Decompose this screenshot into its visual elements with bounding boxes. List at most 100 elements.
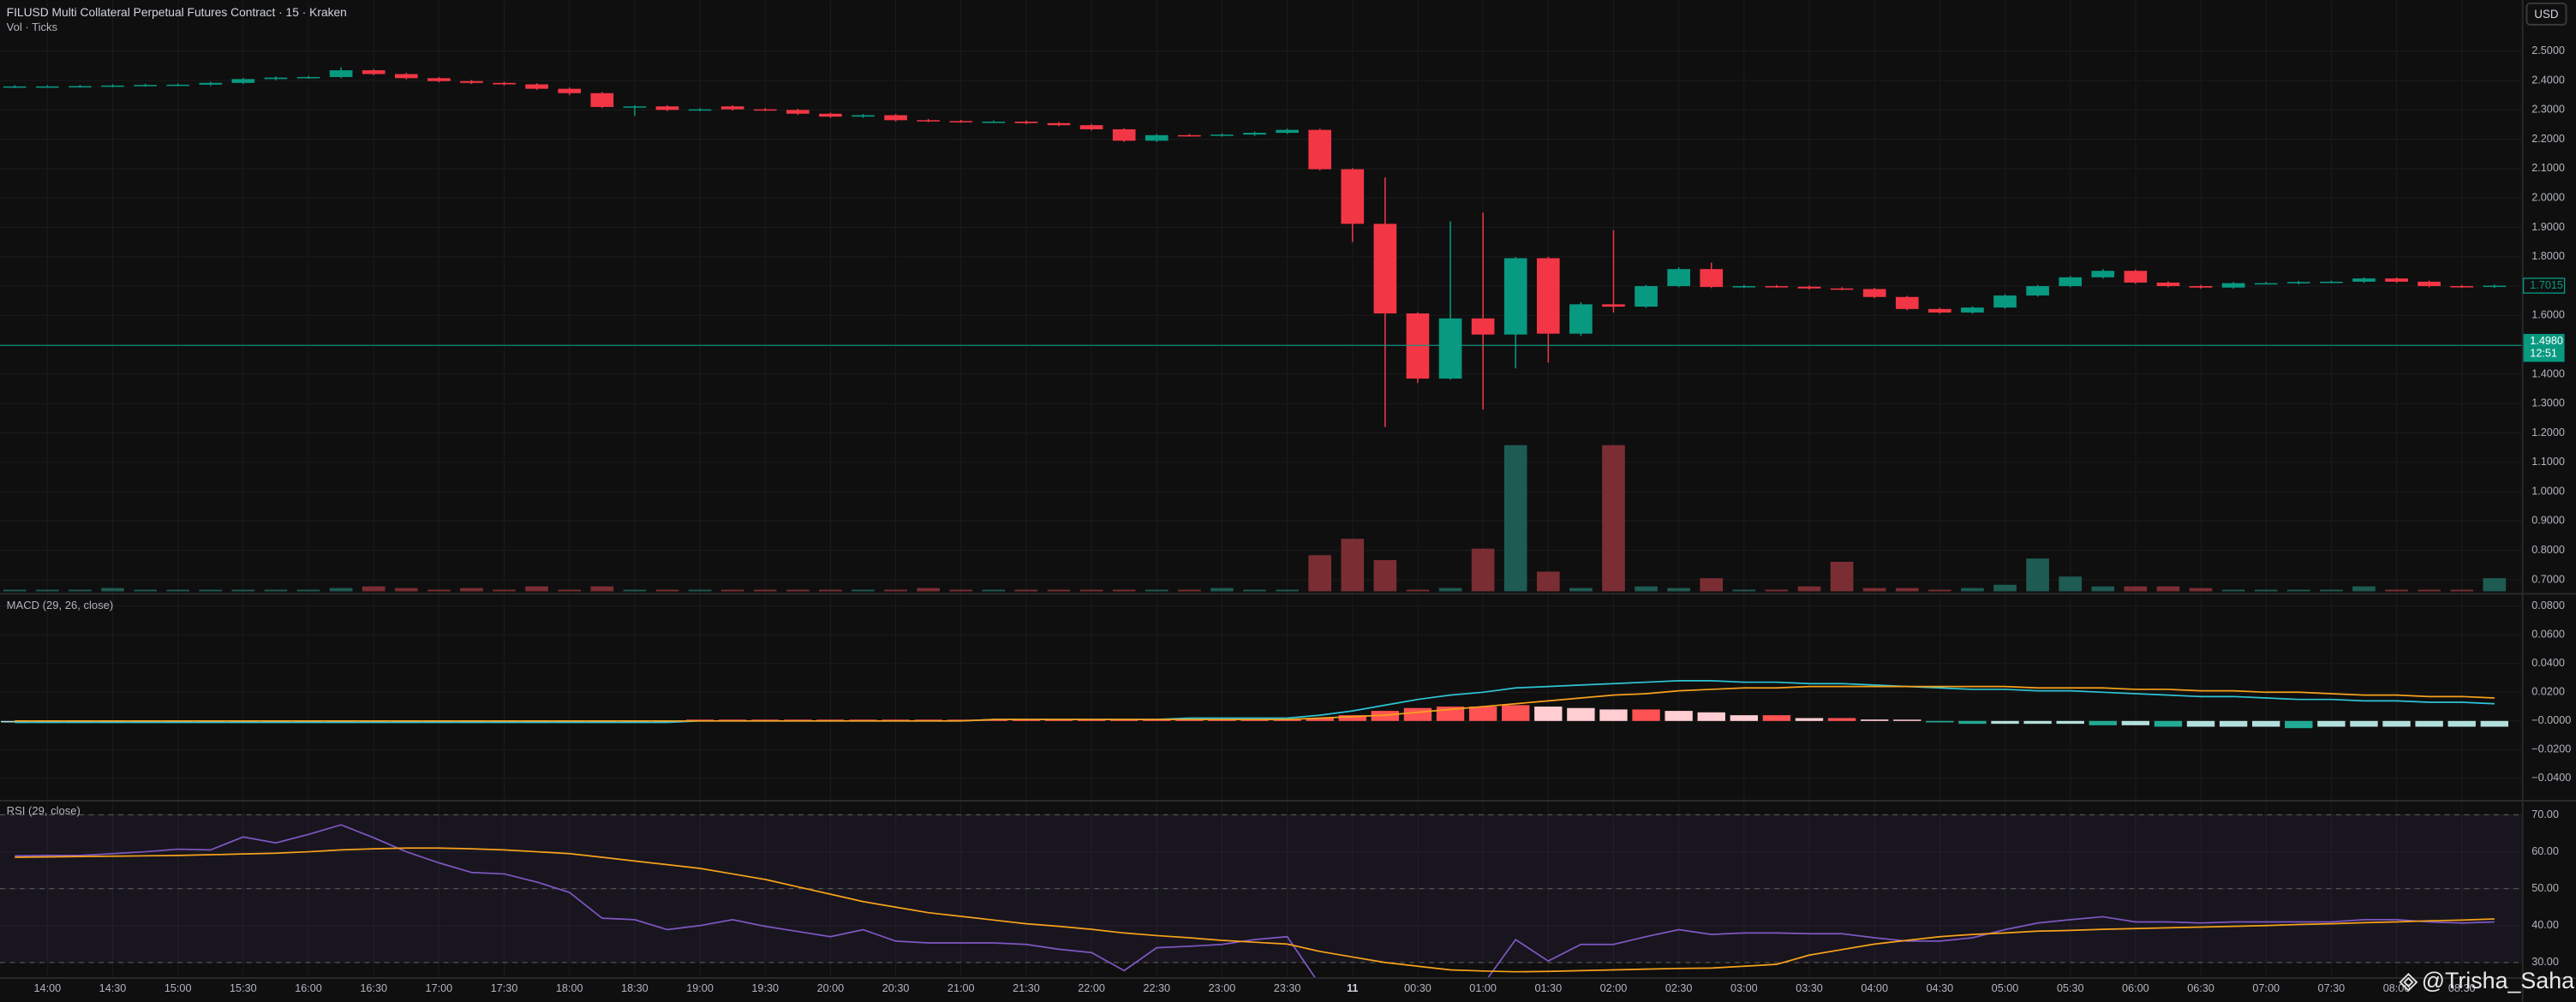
candle-body xyxy=(2091,271,2115,277)
candle-body xyxy=(1112,128,1136,141)
volume-bar xyxy=(1602,444,1625,592)
volume-bar xyxy=(1635,586,1658,592)
x-tick-label: 17:30 xyxy=(491,982,518,994)
candle-body xyxy=(1765,286,1789,288)
y-tick-label: 2.1000 xyxy=(2531,162,2565,174)
x-tick-label: 15:00 xyxy=(164,982,192,994)
x-tick-label: 03:00 xyxy=(1730,982,1758,994)
macd-histogram-bar xyxy=(1468,707,1497,721)
volume-bar xyxy=(2189,587,2213,592)
macd-histogram-bar xyxy=(1534,707,1563,721)
x-tick-label: 03:30 xyxy=(1796,982,1823,994)
x-tick-label: 01:30 xyxy=(1534,982,1562,994)
volume-bar xyxy=(231,589,255,592)
volume-bar xyxy=(2385,589,2408,592)
candle-body xyxy=(786,110,810,114)
candle-body xyxy=(1797,286,1821,289)
volume-bar xyxy=(852,589,875,592)
candle-body xyxy=(329,70,353,77)
volume-bar xyxy=(1079,589,1103,592)
candle-body xyxy=(1471,318,1495,335)
candle-body xyxy=(1732,286,1756,288)
volume-bar xyxy=(69,589,92,592)
y-tick-label: 0.9000 xyxy=(2531,515,2565,527)
candle-body xyxy=(1667,269,1690,287)
volume-bar xyxy=(1373,560,1397,592)
candle-body xyxy=(1536,258,1560,334)
candle-body xyxy=(1145,134,1168,141)
macd-histogram-bar xyxy=(1926,720,1954,723)
indicator-line xyxy=(15,680,2495,724)
volume-bar xyxy=(1569,587,1593,592)
y-tick-label: 0.0200 xyxy=(2531,686,2565,698)
y-tick-label: 2.2000 xyxy=(2531,133,2565,145)
candle-body xyxy=(1830,288,1854,290)
candle-body xyxy=(362,70,386,75)
volume-bar xyxy=(3,589,27,592)
y-tick-label: 60.00 xyxy=(2531,845,2559,857)
candle-body xyxy=(1210,134,1234,136)
candle-body xyxy=(917,120,941,122)
candle-body xyxy=(69,86,92,88)
y-tick-label: 0.8000 xyxy=(2531,544,2565,556)
candle-body xyxy=(623,106,647,108)
volume-bar xyxy=(1406,589,1430,592)
volume-bar xyxy=(590,586,614,592)
macd-histogram-bar xyxy=(2023,720,2052,725)
volume-bar xyxy=(1014,589,1038,592)
volume-bar xyxy=(2026,558,2049,592)
volume-bar xyxy=(264,589,288,592)
x-tick-label: 23:30 xyxy=(1274,982,1301,994)
indicator-line xyxy=(15,847,2495,973)
x-tick-label: 00:30 xyxy=(1404,982,1431,994)
volume-bar xyxy=(2450,589,2474,592)
indicator-line xyxy=(15,824,2495,978)
x-tick-label: 02:30 xyxy=(1665,982,1693,994)
macd-histogram-bar xyxy=(1860,719,1889,721)
candle-body xyxy=(688,109,712,111)
volume-bar xyxy=(2418,589,2441,592)
currency-button-frame[interactable] xyxy=(2525,2,2567,26)
volume-bar xyxy=(786,589,810,592)
currency-label[interactable]: USD xyxy=(2534,8,2559,21)
volume-bar xyxy=(2352,586,2376,592)
candle-body xyxy=(2418,281,2441,287)
y-tick-label: 1.3000 xyxy=(2531,397,2565,409)
x-tick-label: 17:00 xyxy=(426,982,453,994)
candle-body xyxy=(1178,134,1201,137)
macd-histogram-bar xyxy=(2089,720,2117,725)
candle-body xyxy=(1438,318,1462,379)
y-tick-label: −0.0000 xyxy=(2531,714,2571,726)
x-tick-label: 01:00 xyxy=(1469,982,1497,994)
macd-histogram-bar xyxy=(1632,709,1660,721)
candle-body xyxy=(1373,224,1397,313)
volume-bar xyxy=(199,589,223,592)
x-tick-label: 02:00 xyxy=(1600,982,1628,994)
volume-bar xyxy=(36,589,59,592)
y-tick-label: 30.00 xyxy=(2531,956,2559,968)
candle-body xyxy=(394,74,418,79)
candle-body xyxy=(1635,286,1658,307)
macd-histogram-bar xyxy=(2285,720,2313,729)
candle-body xyxy=(264,77,288,80)
x-tick-label: 16:30 xyxy=(360,982,387,994)
macd-histogram-bar xyxy=(1599,709,1628,721)
volume-bar xyxy=(493,589,516,592)
y-tick-label: 0.0600 xyxy=(2531,629,2565,641)
y-tick-label: 2.4000 xyxy=(2531,74,2565,86)
y-tick-label: 2.5000 xyxy=(2531,45,2565,57)
candle-body xyxy=(134,85,157,86)
y-tick-label: 50.00 xyxy=(2531,882,2559,894)
y-tick-label: 1.2000 xyxy=(2531,426,2565,438)
volume-bar xyxy=(623,589,647,592)
currency-button[interactable]: USD xyxy=(2525,2,2567,26)
volume-bar xyxy=(2091,586,2115,592)
x-tick-label: 14:30 xyxy=(99,982,127,994)
candle-body xyxy=(1079,125,1103,129)
volume-bar xyxy=(819,589,842,592)
volume-bar xyxy=(362,586,386,592)
candle-body xyxy=(1700,269,1724,288)
candle-body xyxy=(558,88,582,93)
candle-body xyxy=(590,92,614,107)
